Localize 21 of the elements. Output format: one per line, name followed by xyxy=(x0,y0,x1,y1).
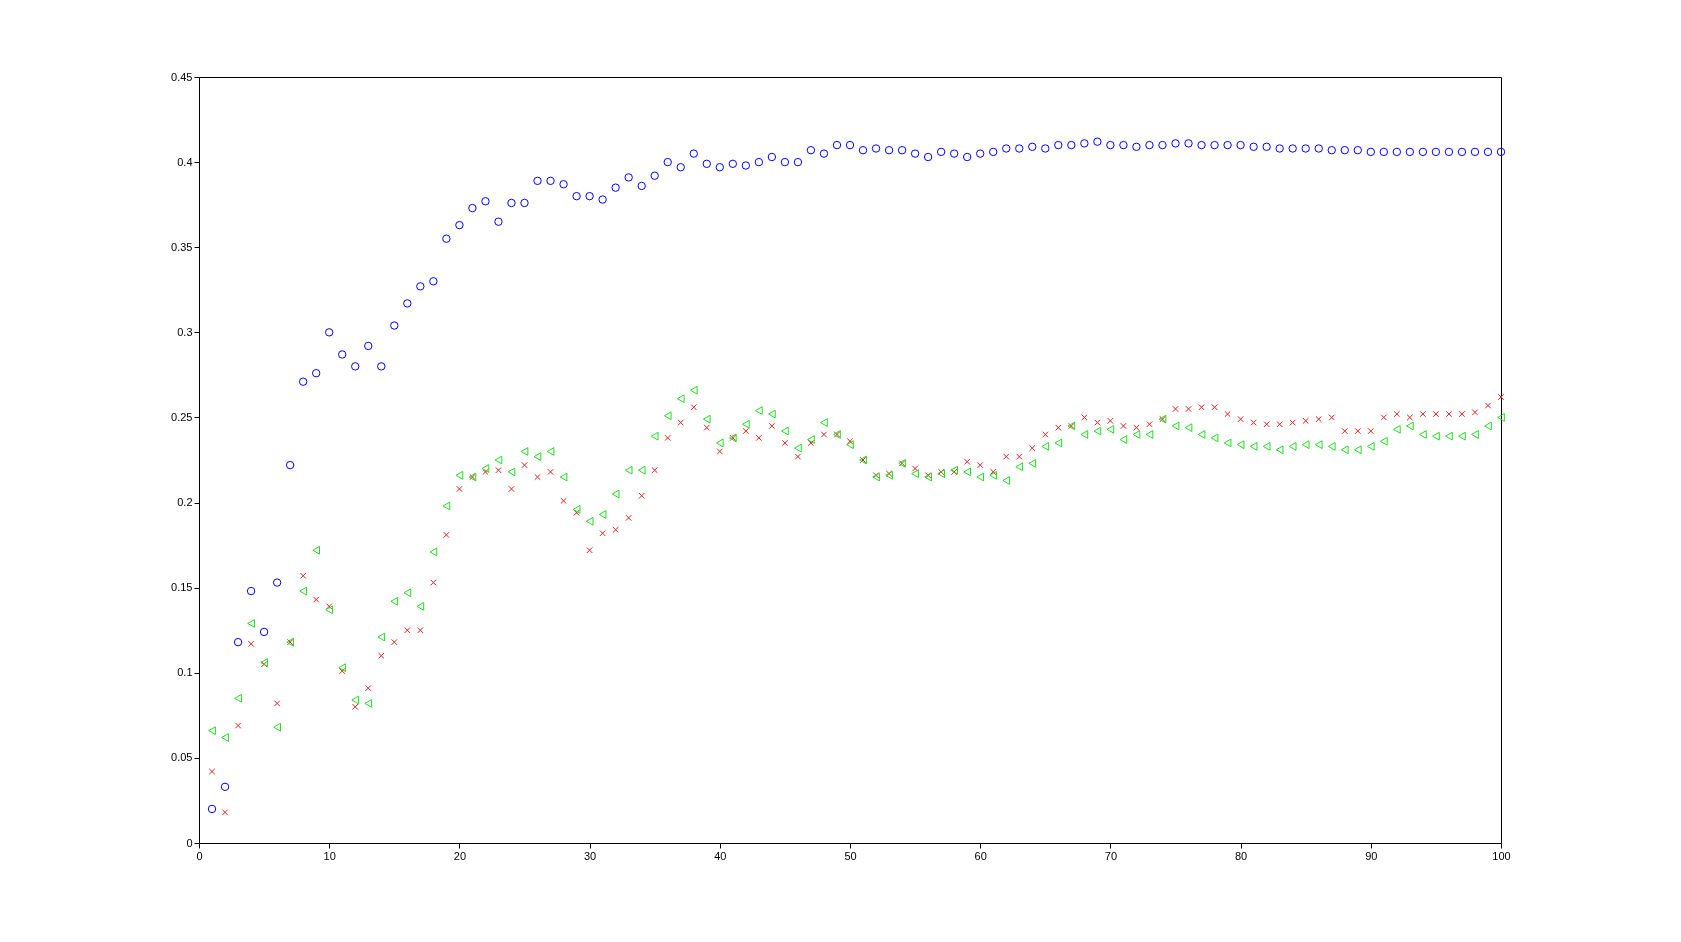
y-tick-label: 0.3 xyxy=(177,325,193,338)
y-tick-label: 0.15 xyxy=(171,581,193,594)
x-tick-label: 30 xyxy=(583,849,597,862)
y-tick-label: 0.1 xyxy=(177,666,193,679)
x-tick-label: 50 xyxy=(844,849,857,862)
x-tick-label: 80 xyxy=(1234,849,1248,862)
x-tick-label: 100 xyxy=(1492,849,1511,862)
x-tick-label: 60 xyxy=(974,849,987,862)
x-tick-label: 70 xyxy=(1104,849,1118,862)
x-tick-label: 40 xyxy=(714,849,727,862)
x-tick-label: 20 xyxy=(453,849,467,862)
y-tick-label: 0.4 xyxy=(177,155,193,168)
y-tick-label: 0 xyxy=(186,836,193,849)
x-tick-label: 0 xyxy=(196,849,203,862)
y-tick-label: 0.25 xyxy=(171,410,193,423)
y-tick-label: 0.05 xyxy=(171,751,193,764)
y-tick-label: 0.45 xyxy=(171,70,193,83)
x-tick-label: 10 xyxy=(323,849,336,862)
y-tick-label: 0.35 xyxy=(171,240,193,253)
y-tick-label: 0.2 xyxy=(177,496,193,509)
x-tick-label: 90 xyxy=(1365,849,1378,862)
